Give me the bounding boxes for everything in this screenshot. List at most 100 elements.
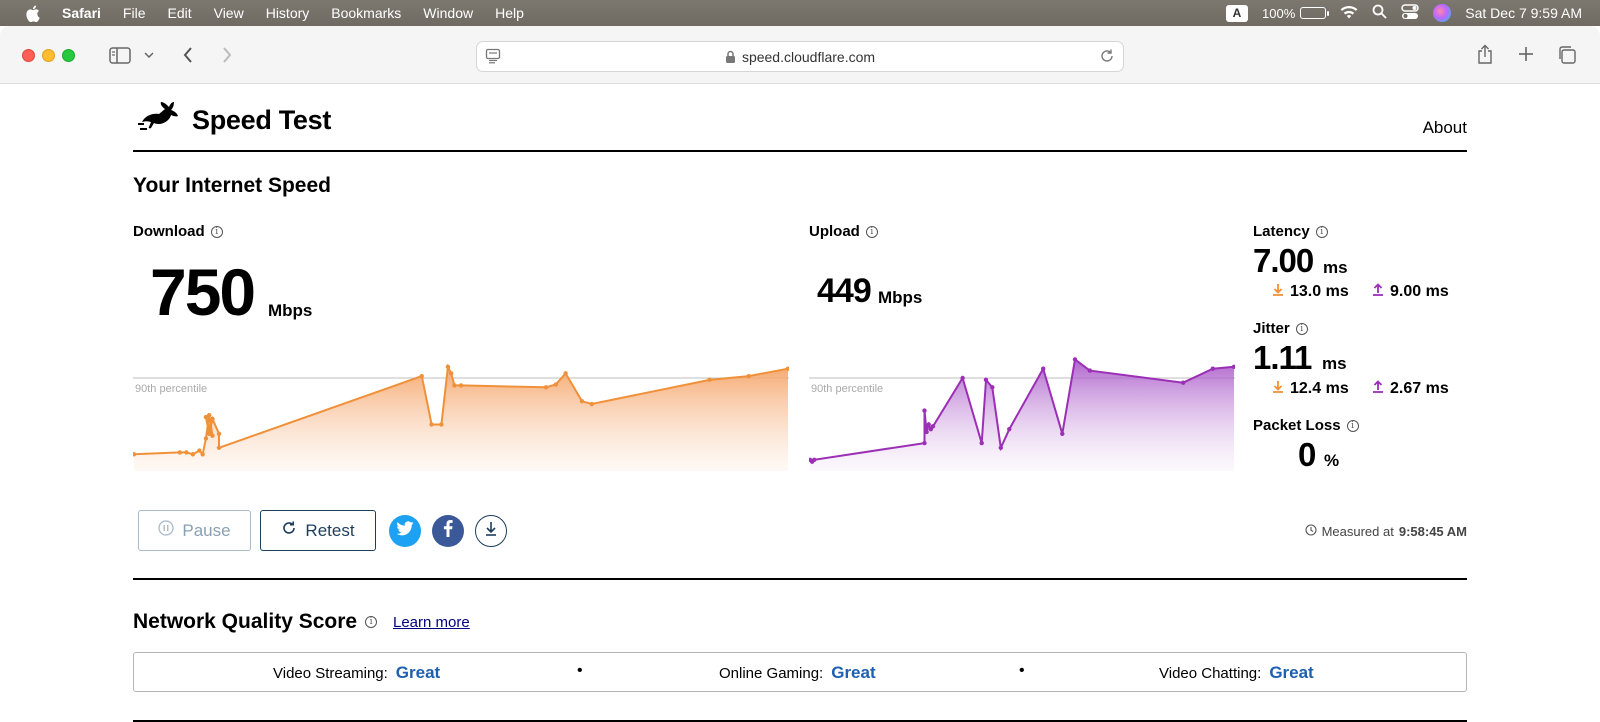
latency-download: 13.0 ms — [1272, 283, 1349, 301]
menu-clock[interactable]: Sat Dec 7 9:59 AM — [1465, 5, 1582, 21]
twitter-share-button[interactable] — [389, 515, 421, 547]
input-source-badge[interactable]: A — [1226, 4, 1249, 22]
nqs-scores: Video Streaming: Great • Online Gaming: … — [133, 652, 1467, 692]
percentile-label: 90th percentile — [135, 383, 207, 395]
retest-button[interactable]: Retest — [260, 510, 376, 551]
spotlight-icon[interactable] — [1372, 4, 1387, 22]
chart-point — [563, 371, 568, 376]
chart-point — [452, 383, 457, 388]
battery-status[interactable]: 100% — [1262, 6, 1330, 21]
retest-icon — [281, 520, 297, 541]
app-menu-safari[interactable]: Safari — [62, 5, 101, 21]
menu-help[interactable]: Help — [495, 5, 524, 21]
download-area — [134, 366, 788, 471]
learn-more-link[interactable]: Learn more — [393, 614, 470, 631]
latency-unit: ms — [1323, 258, 1348, 277]
new-tab-icon[interactable] — [1516, 44, 1536, 64]
chevron-down-icon[interactable] — [142, 48, 156, 62]
forward-icon[interactable] — [217, 45, 237, 65]
info-icon[interactable]: i — [1346, 419, 1359, 432]
address-bar[interactable]: speed.cloudflare.com — [476, 41, 1124, 72]
chart-point — [439, 422, 444, 427]
menu-history[interactable]: History — [265, 5, 310, 21]
measured-prefix: Measured at — [1321, 524, 1394, 539]
menu-window[interactable]: Window — [423, 5, 474, 21]
upload-line — [809, 357, 1235, 464]
menu-bookmarks[interactable]: Bookmarks — [331, 5, 402, 21]
chart-point — [200, 452, 205, 457]
chart-point — [458, 383, 464, 388]
battery-icon — [1300, 7, 1330, 19]
upload-arrow-icon — [1372, 283, 1384, 301]
separator-dot: • — [577, 662, 583, 679]
info-icon[interactable]: i — [210, 225, 223, 238]
info-icon[interactable]: i — [365, 616, 378, 628]
sidebar-toggle-icon[interactable] — [108, 45, 132, 65]
chart-point — [210, 416, 215, 422]
info-icon[interactable]: i — [1315, 225, 1328, 238]
wifi-icon[interactable] — [1340, 5, 1358, 22]
chart-point — [207, 431, 212, 436]
info-icon[interactable]: i — [865, 225, 878, 238]
chart-point — [445, 364, 451, 370]
chart-point — [1007, 426, 1012, 432]
chart-point — [1060, 431, 1065, 436]
lock-icon — [725, 50, 736, 64]
chart-point — [216, 431, 222, 436]
upload-area — [810, 359, 1234, 471]
back-icon[interactable] — [178, 45, 198, 65]
control-center-icon[interactable] — [1401, 3, 1420, 23]
chart-point — [203, 414, 209, 420]
tab-overview-icon[interactable] — [1556, 44, 1578, 66]
reader-icon[interactable] — [485, 48, 501, 67]
chart-point — [1210, 366, 1215, 371]
site-logo[interactable]: Speed Test — [138, 102, 331, 139]
menu-file[interactable]: File — [122, 5, 146, 21]
chart-point — [177, 450, 182, 455]
measured-timestamp: Measured at 9:58:45 AM — [1305, 524, 1467, 539]
site-header: Speed Test About — [133, 98, 1467, 152]
download-label-text: Download — [133, 223, 205, 240]
nqs-item-score: Great — [1269, 663, 1314, 682]
latency-label: Latency i — [1253, 223, 1328, 240]
download-points — [133, 364, 789, 457]
menu-edit[interactable]: Edit — [167, 5, 192, 21]
facebook-share-button[interactable] — [432, 515, 464, 547]
window-zoom-button[interactable] — [62, 49, 75, 62]
upload-label-text: Upload — [809, 223, 860, 240]
upload-value: 449 — [817, 272, 872, 310]
info-icon[interactable]: i — [1295, 322, 1308, 335]
about-link[interactable]: About — [1422, 118, 1467, 137]
chart-point — [1231, 364, 1235, 370]
latency-download-value: 13.0 ms — [1290, 283, 1349, 300]
facebook-icon — [443, 520, 453, 542]
nqs-online-gaming: Online Gaming: Great — [719, 663, 876, 683]
window-close-button[interactable] — [22, 49, 35, 62]
pause-button[interactable]: Pause — [138, 510, 251, 551]
window-minimize-button[interactable] — [42, 49, 55, 62]
download-results-button[interactable] — [475, 515, 507, 547]
download-arrow-icon — [1272, 380, 1284, 398]
apple-icon[interactable] — [22, 3, 42, 23]
menu-view[interactable]: View — [213, 5, 244, 21]
clock-icon — [1305, 524, 1317, 539]
chart-point — [589, 401, 594, 407]
latency-label-text: Latency — [1253, 223, 1310, 240]
download-arrow-icon — [1272, 283, 1284, 301]
nqs-item-label: Online Gaming: — [719, 665, 824, 682]
siri-icon[interactable] — [1433, 4, 1452, 22]
separator-dot: • — [1019, 662, 1025, 679]
share-icon[interactable] — [1475, 43, 1495, 65]
upload-unit: Mbps — [878, 288, 923, 307]
chart-point — [553, 382, 559, 387]
packet-loss-label: Packet Loss i — [1253, 417, 1359, 434]
reload-icon[interactable] — [1099, 48, 1115, 67]
chart-point — [1072, 357, 1078, 362]
packet-loss-value: 0 — [1298, 436, 1316, 473]
jitter-label: Jitter i — [1253, 320, 1308, 337]
internet-speed-heading: Your Internet Speed — [133, 174, 331, 197]
nqs-item-label: Video Streaming: — [273, 665, 388, 682]
chart-point — [216, 445, 222, 450]
measured-time: 9:58:45 AM — [1398, 524, 1467, 539]
page-content: Speed Test About Your Internet Speed Dow… — [0, 84, 1600, 722]
